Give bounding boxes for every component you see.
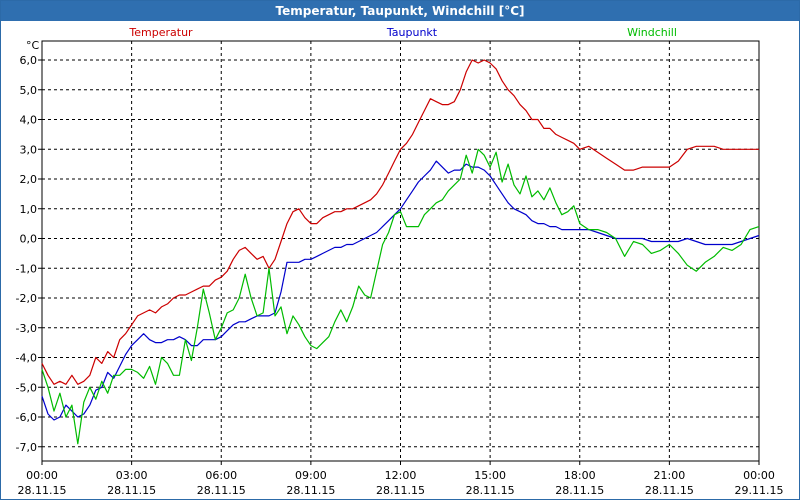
y-tick-label: 1,0 <box>20 203 38 216</box>
y-tick-label: 6,0 <box>20 54 38 67</box>
y-tick-label: 4,0 <box>20 114 38 127</box>
y-tick-label: -5,0 <box>16 381 37 394</box>
legend-windchill: Windchill <box>627 26 677 39</box>
x-tick-time: 00:00 <box>743 469 775 482</box>
y-tick-label: -7,0 <box>16 441 37 454</box>
x-tick-time: 12:00 <box>385 469 417 482</box>
x-tick-date: 28.11.15 <box>18 484 67 497</box>
legend: Temperatur Taupunkt Windchill <box>128 26 677 39</box>
legend-taupunkt: Taupunkt <box>386 26 438 39</box>
y-axis: °C 6,0 5,0 4,0 3,0 2,0 1,0 0,0 -1,0 -2,0 -3,0 -4,0… <box>16 39 42 454</box>
y-axis-unit: °C <box>26 39 40 52</box>
x-tick-date: 28.11.15 <box>197 484 246 497</box>
y-tick-label: -1,0 <box>16 262 37 275</box>
y-tick-label: 0,0 <box>20 233 38 246</box>
x-tick-time: 21:00 <box>654 469 686 482</box>
series-lines <box>41 59 760 445</box>
y-tick-label: -6,0 <box>16 411 37 424</box>
x-tick-time: 03:00 <box>116 469 148 482</box>
x-tick-date: 28.11.15 <box>376 484 425 497</box>
y-tick-label: -4,0 <box>16 352 37 365</box>
series-windchill <box>41 148 760 445</box>
x-tick-time: 00:00 <box>26 469 58 482</box>
series-taupunkt <box>41 160 760 421</box>
grid-lines <box>42 41 759 461</box>
x-tick-date: 28.11.15 <box>107 484 156 497</box>
x-tick-date: 28.11.15 <box>286 484 335 497</box>
x-tick-date: 28.11.15 <box>466 484 515 497</box>
y-tick-label: 3,0 <box>20 143 38 156</box>
y-tick-label: 2,0 <box>20 173 38 186</box>
chart-title: Temperatur, Taupunkt, Windchill [°C] <box>1 1 799 21</box>
x-tick-time: 18:00 <box>564 469 596 482</box>
y-tick-label: 5,0 <box>20 84 38 97</box>
y-tick-label: -2,0 <box>16 292 37 305</box>
x-tick-date: 28.11.15 <box>645 484 694 497</box>
x-tick-date: 29.11.15 <box>735 484 784 497</box>
legend-temperatur: Temperatur <box>128 26 193 39</box>
x-axis: 00:00 28.11.15 03:00 28.11.15 06:00 28.11.15 0… <box>18 461 784 497</box>
x-tick-time: 06:00 <box>205 469 237 482</box>
y-tick-label: -3,0 <box>16 322 37 335</box>
x-tick-date: 28.11.15 <box>555 484 604 497</box>
x-tick-time: 15:00 <box>474 469 506 482</box>
x-tick-time: 09:00 <box>295 469 327 482</box>
series-temperatur <box>41 59 759 385</box>
